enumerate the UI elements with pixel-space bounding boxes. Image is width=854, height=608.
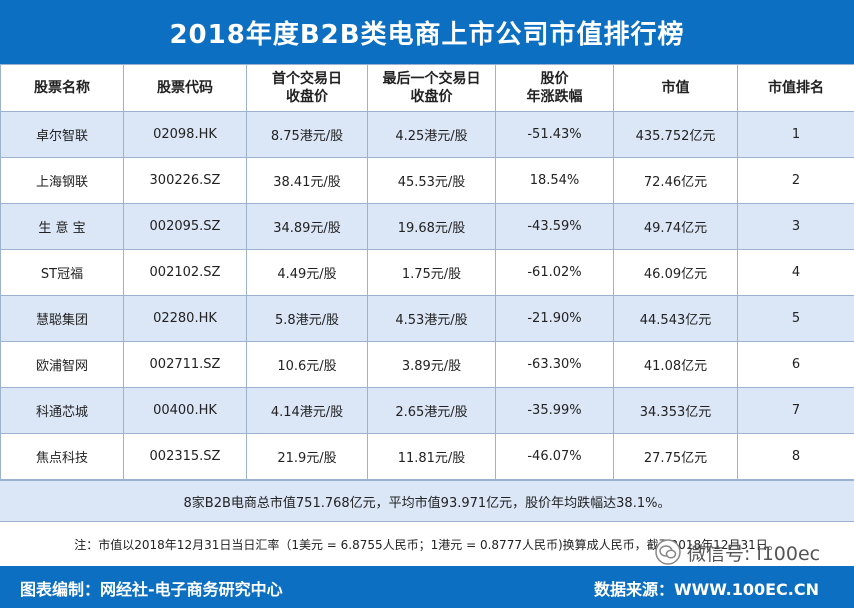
market-cap-cell: 435.752亿元 — [613, 111, 738, 158]
rank-cell: 4 — [737, 249, 854, 296]
footer-source: 数据来源：WWW.100EC.CN — [594, 580, 820, 599]
footnote: 注：市值以2018年12月31日当日汇率（1美元 = 6.8755人民币；1港元… — [0, 522, 854, 566]
first-close-cell: 34.89元/股 — [246, 203, 368, 250]
last-close-cell: 4.25港元/股 — [367, 111, 496, 158]
col-header-stock-name: 股票名称 — [0, 64, 124, 112]
first-close-cell: 4.49元/股 — [246, 249, 368, 296]
table-row: 焦点科技 002315.SZ 21.9元/股 11.81元/股 -46.07% … — [0, 433, 854, 480]
first-close-cell: 4.14港元/股 — [246, 387, 368, 434]
last-close-cell: 11.81元/股 — [367, 433, 496, 480]
table-row: 卓尔智联 02098.HK 8.75港元/股 4.25港元/股 -51.43% … — [0, 111, 854, 158]
stock-name-cell: 科通芯城 — [0, 387, 124, 434]
stock-code-cell: 002102.SZ — [123, 249, 247, 296]
table-row: 慧聪集团 02280.HK 5.8港元/股 4.53港元/股 -21.90% 4… — [0, 295, 854, 342]
rank-cell: 1 — [737, 111, 854, 158]
change-cell: -35.99% — [495, 387, 614, 434]
table-row: 生 意 宝 002095.SZ 34.89元/股 19.68元/股 -43.59… — [0, 203, 854, 250]
table-row: ST冠福 002102.SZ 4.49元/股 1.75元/股 -61.02% 4… — [0, 249, 854, 296]
change-cell: -61.02% — [495, 249, 614, 296]
rank-cell: 8 — [737, 433, 854, 480]
wechat-id-text: 微信号: i100ec — [687, 542, 821, 565]
ranking-table: 股票名称 股票代码 首个交易日 收盘价 最后一个交易日 收盘价 股价 年涨跌幅 市值 … — [0, 64, 854, 480]
stock-name-cell: 焦点科技 — [0, 433, 124, 480]
stock-code-cell: 002095.SZ — [123, 203, 247, 250]
footer-bar: 图表编制：网经社-电子商务研究中心 数据来源：WWW.100EC.CN — [0, 566, 854, 608]
change-cell: -63.30% — [495, 341, 614, 388]
stock-code-cell: 002315.SZ — [123, 433, 247, 480]
stock-code-cell: 00400.HK — [123, 387, 247, 434]
last-close-cell: 45.53元/股 — [367, 157, 496, 204]
change-cell: -43.59% — [495, 203, 614, 250]
col-header-annual-change: 股价 年涨跌幅 — [495, 64, 614, 112]
last-close-cell: 19.68元/股 — [367, 203, 496, 250]
last-close-cell: 4.53港元/股 — [367, 295, 496, 342]
first-close-cell: 5.8港元/股 — [246, 295, 368, 342]
stock-name-cell: 欧浦智网 — [0, 341, 124, 388]
rank-cell: 7 — [737, 387, 854, 434]
stock-name-cell: 卓尔智联 — [0, 111, 124, 158]
first-close-cell: 21.9元/股 — [246, 433, 368, 480]
stock-name-cell: 生 意 宝 — [0, 203, 124, 250]
col-header-stock-code: 股票代码 — [123, 64, 247, 112]
change-cell: -51.43% — [495, 111, 614, 158]
stock-code-cell: 02280.HK — [123, 295, 247, 342]
market-cap-cell: 72.46亿元 — [613, 157, 738, 204]
first-close-cell: 38.41元/股 — [246, 157, 368, 204]
change-cell: -46.07% — [495, 433, 614, 480]
market-cap-cell: 27.75亿元 — [613, 433, 738, 480]
col-header-market-cap: 市值 — [613, 64, 738, 112]
last-close-cell: 2.65港元/股 — [367, 387, 496, 434]
rank-cell: 2 — [737, 157, 854, 204]
wechat-icon — [655, 539, 681, 565]
change-cell: -21.90% — [495, 295, 614, 342]
stock-code-cell: 002711.SZ — [123, 341, 247, 388]
first-close-cell: 10.6元/股 — [246, 341, 368, 388]
table-row: 欧浦智网 002711.SZ 10.6元/股 3.89元/股 -63.30% 4… — [0, 341, 854, 388]
market-cap-cell: 44.543亿元 — [613, 295, 738, 342]
last-close-cell: 3.89元/股 — [367, 341, 496, 388]
stock-name-cell: 慧聪集团 — [0, 295, 124, 342]
stock-code-cell: 02098.HK — [123, 111, 247, 158]
rank-cell: 3 — [737, 203, 854, 250]
stock-name-cell: ST冠福 — [0, 249, 124, 296]
market-cap-cell: 41.08亿元 — [613, 341, 738, 388]
col-header-rank: 市值排名 — [737, 64, 854, 112]
change-cell: 18.54% — [495, 157, 614, 204]
col-header-last-close: 最后一个交易日 收盘价 — [367, 64, 496, 112]
header-row: 股票名称 股票代码 首个交易日 收盘价 最后一个交易日 收盘价 股价 年涨跌幅 市值 … — [0, 64, 854, 112]
table-row: 科通芯城 00400.HK 4.14港元/股 2.65港元/股 -35.99% … — [0, 387, 854, 434]
market-cap-cell: 49.74亿元 — [613, 203, 738, 250]
market-cap-cell: 46.09亿元 — [613, 249, 738, 296]
summary-row: 8家B2B电商总市值751.768亿元，平均市值93.971亿元，股价年均跌幅达… — [0, 480, 854, 522]
market-cap-cell: 34.353亿元 — [613, 387, 738, 434]
rank-cell: 6 — [737, 341, 854, 388]
stock-code-cell: 300226.SZ — [123, 157, 247, 204]
footer-editor: 图表编制：网经社-电子商务研究中心 — [20, 580, 283, 599]
table-row: 上海钢联 300226.SZ 38.41元/股 45.53元/股 18.54% … — [0, 157, 854, 204]
page-title: 2018年度B2B类电商上市公司市值排行榜 — [0, 0, 854, 64]
col-header-first-close: 首个交易日 收盘价 — [246, 64, 368, 112]
wechat-watermark: 微信号: i100ec — [655, 532, 820, 572]
last-close-cell: 1.75元/股 — [367, 249, 496, 296]
stock-name-cell: 上海钢联 — [0, 157, 124, 204]
rank-cell: 5 — [737, 295, 854, 342]
first-close-cell: 8.75港元/股 — [246, 111, 368, 158]
